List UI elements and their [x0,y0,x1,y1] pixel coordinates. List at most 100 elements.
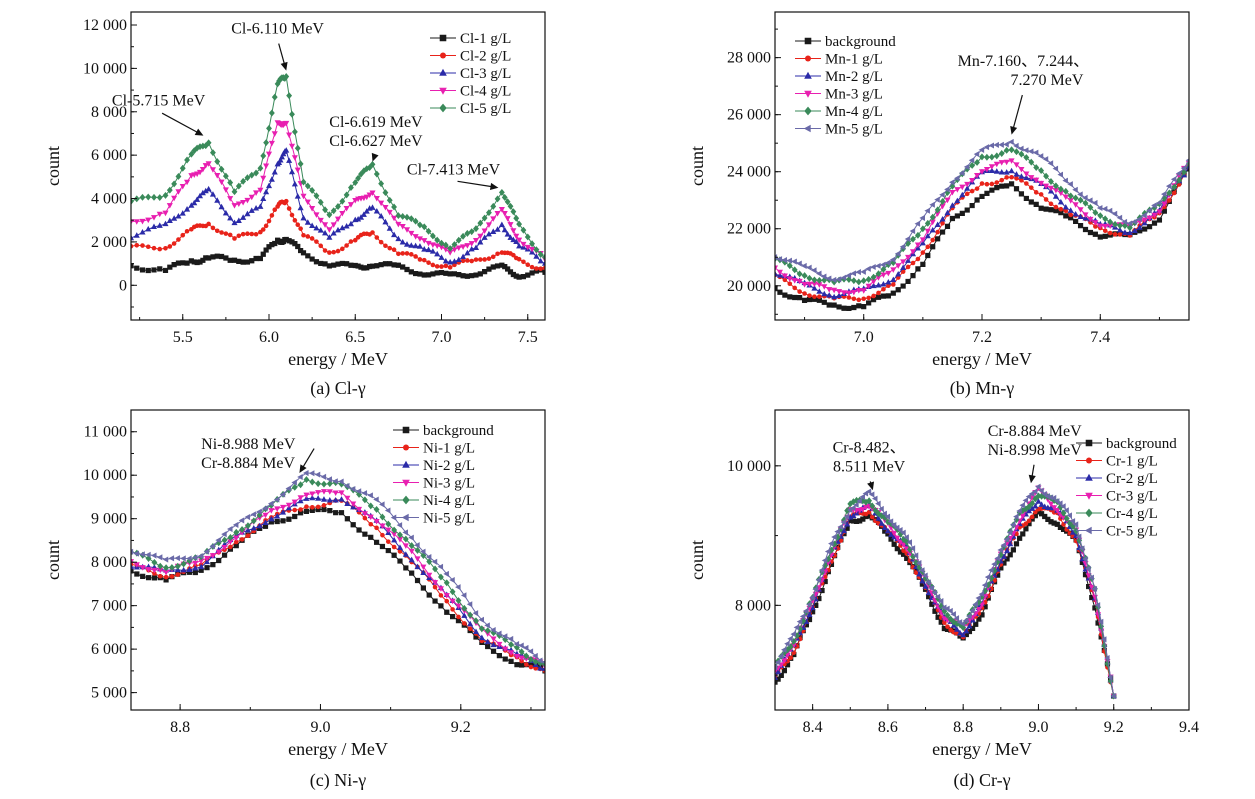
data-point [490,202,497,210]
data-point [1146,224,1153,230]
data-point [163,564,170,572]
data-point [355,488,362,495]
data-point [379,501,385,508]
data-point [895,263,902,269]
legend-label: Cr-3 g/L [1106,489,1158,505]
x-tick-label: 6.0 [259,329,279,346]
data-point [204,565,210,571]
data-point [221,552,228,558]
data-point [1054,507,1061,514]
data-point [888,531,895,537]
data-point [218,253,225,260]
annotation-label: Ni-8.998 MeV [988,442,1083,459]
data-point [775,265,779,272]
annotation-label: Cr-8.884 MeV [988,423,1082,440]
data-point [1033,190,1039,195]
data-point [399,238,406,245]
data-point [979,153,985,161]
x-tick-label: 7.2 [972,329,992,346]
x-tick-label: 7.0 [854,329,874,346]
data-point [151,558,158,566]
data-point [157,246,163,252]
data-point [249,231,255,237]
data-point [203,558,211,565]
data-point [402,535,409,543]
data-point [518,648,525,656]
data-point [420,585,426,591]
data-point [960,624,967,632]
data-point [233,535,240,542]
data-point [449,588,456,596]
data-point [890,290,896,296]
data-point [508,650,515,656]
data-point [1035,498,1042,504]
data-point [984,153,990,161]
data-point [382,218,389,225]
data-point [315,495,322,501]
data-point [460,258,466,264]
data-point [223,255,229,261]
data-point [1077,223,1084,229]
data-point [538,266,543,272]
data-point [520,226,527,234]
data-point [409,252,414,257]
legend-label: background [1106,436,1177,452]
data-point [959,184,966,191]
data-point [993,161,1000,168]
data-point [268,176,275,182]
data-point [291,155,298,161]
data-point [1078,545,1085,552]
legend-marker [439,103,447,113]
data-point [1004,547,1011,554]
data-point [1019,178,1024,183]
data-point [385,527,392,534]
data-point [133,219,140,225]
data-point [793,624,800,631]
data-point [289,212,295,218]
plot-frame [130,409,546,711]
data-point [267,500,274,507]
data-point [343,482,350,489]
data-point [231,257,238,263]
data-point [156,554,163,561]
data-point [322,248,328,253]
data-point [303,495,310,501]
data-point [1082,556,1088,563]
data-point [348,239,354,244]
annotation: Cl-6.110 MeV [231,21,324,71]
data-point [784,640,790,647]
data-point [1069,518,1076,525]
data-point [174,555,180,562]
data-point [408,269,414,275]
data-point [262,519,269,525]
data-point [821,290,828,297]
data-point [909,545,916,552]
data-point [221,531,227,538]
series-6 [775,138,1189,283]
data-point [528,655,534,663]
data-point [876,290,881,296]
data-point [175,572,181,577]
data-point [280,518,286,524]
data-point [430,262,436,268]
x-tick-label: 7.4 [1090,329,1110,346]
data-point [1077,207,1084,213]
data-point [167,244,173,249]
data-point [516,256,522,262]
data-point [313,192,320,200]
data-point [806,274,813,282]
data-point [1038,501,1045,507]
data-point [292,507,298,513]
data-point [443,593,450,599]
data-point [925,579,931,586]
data-point [379,543,386,550]
data-point [1008,158,1015,164]
data-point [271,168,278,175]
data-point [905,278,911,285]
data-point [210,225,216,231]
data-point [1067,181,1073,188]
legend-marker [805,55,811,62]
series-3 [131,147,545,266]
data-point [156,211,163,218]
data-point [253,205,260,211]
